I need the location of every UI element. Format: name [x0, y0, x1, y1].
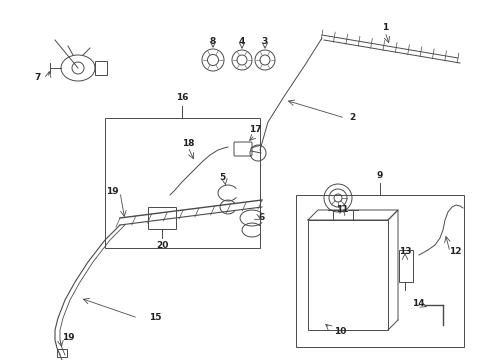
Text: 5: 5	[219, 174, 224, 183]
Text: 3: 3	[262, 37, 267, 46]
Bar	[57, 349, 67, 357]
Text: 13: 13	[398, 248, 410, 256]
Bar	[295, 195, 463, 347]
Text: 8: 8	[209, 36, 216, 45]
Text: 9: 9	[376, 171, 383, 180]
Text: 6: 6	[258, 213, 264, 222]
Bar	[307, 220, 387, 330]
Text: 20: 20	[156, 240, 168, 249]
Text: 7: 7	[35, 73, 41, 82]
Text: 16: 16	[175, 94, 188, 103]
Text: 14: 14	[411, 298, 424, 307]
Text: 1: 1	[381, 22, 387, 31]
Bar	[148, 207, 176, 229]
Bar	[95, 61, 107, 75]
Text: 19: 19	[61, 333, 74, 342]
Text: 15: 15	[148, 314, 161, 323]
Bar	[105, 118, 260, 248]
Text: 12: 12	[448, 248, 460, 256]
Text: 10: 10	[333, 328, 346, 337]
Text: 17: 17	[248, 126, 261, 135]
Text: 18: 18	[182, 139, 194, 148]
Text: 11: 11	[335, 206, 347, 215]
Text: 4: 4	[238, 37, 244, 46]
Text: 2: 2	[348, 113, 354, 122]
Bar	[398, 250, 412, 282]
Text: 19: 19	[105, 188, 118, 197]
